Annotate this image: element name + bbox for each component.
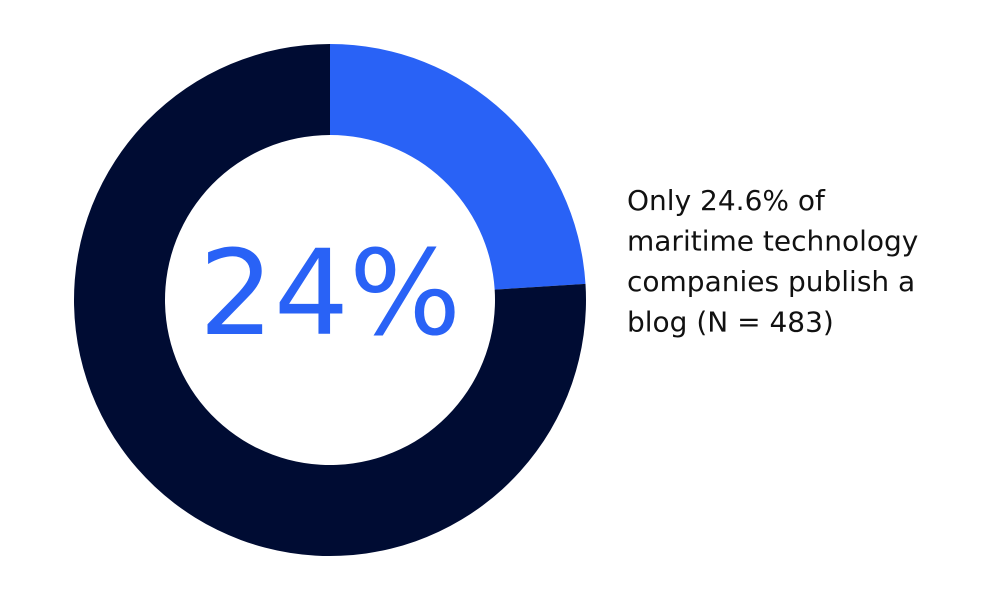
center-label: 24% bbox=[199, 224, 461, 362]
donut-segment bbox=[73, 44, 586, 556]
annotation-line: Only 24.6% of bbox=[627, 184, 826, 217]
annotation-line: companies publish a bbox=[627, 265, 915, 298]
donut-segment bbox=[330, 44, 586, 290]
annotation-line: maritime technology bbox=[627, 225, 918, 258]
annotation-line: blog (N = 483) bbox=[627, 306, 834, 339]
